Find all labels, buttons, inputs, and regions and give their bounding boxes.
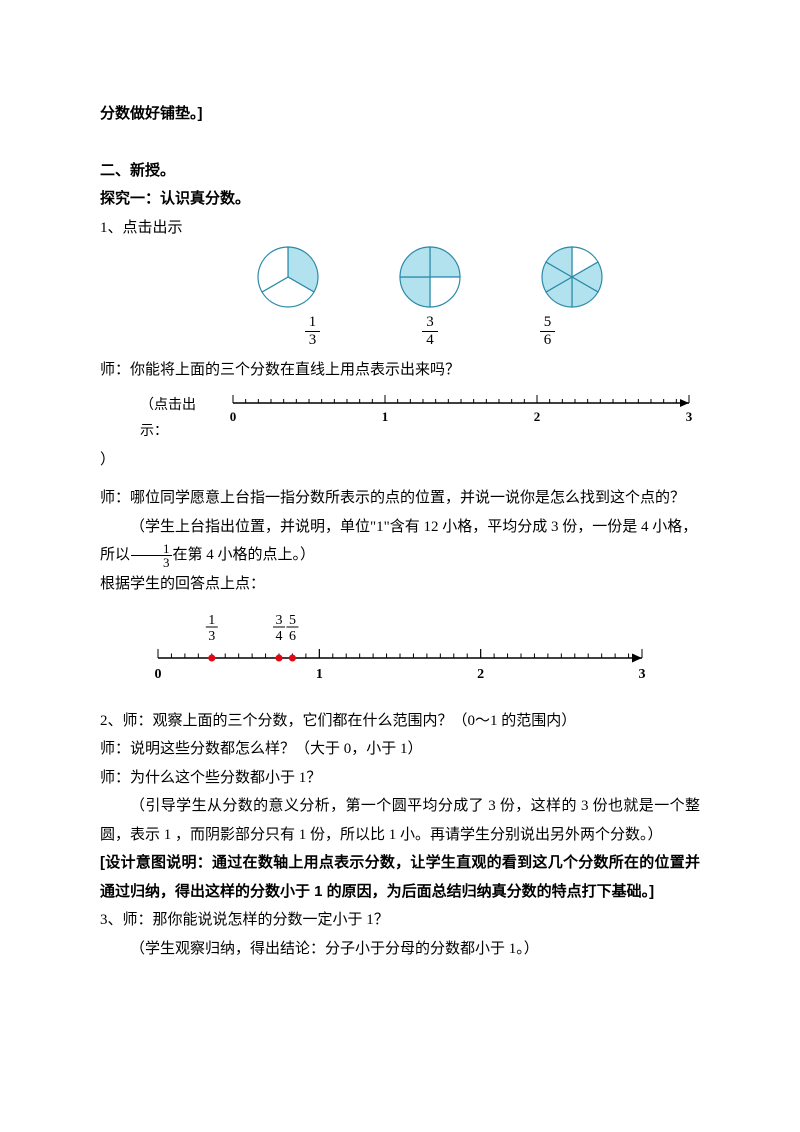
svg-text:0: 0 (155, 667, 162, 682)
pie-3-4-icon (399, 246, 461, 308)
inline-frac-1-3: 13 (131, 542, 172, 569)
numberline-2: 0123133456 (140, 606, 660, 684)
fraction-1-3: 1 3 (305, 314, 321, 348)
svg-text:2: 2 (477, 667, 484, 682)
circle-5-6 (541, 246, 603, 308)
item1-label: 1、点击出示 (100, 214, 183, 243)
circle-1-3 (257, 246, 319, 308)
svg-text:3: 3 (276, 613, 283, 628)
item3-a: 3、师：那你能说说怎样的分数一定小于 1？ (100, 906, 700, 935)
item2-c: 师：为什么这个些分数都小于 1？ (100, 764, 700, 793)
svg-text:0: 0 (230, 409, 237, 424)
teacher-q1: 师：你能将上面的三个分数在直线上用点表示出来吗？ (100, 356, 700, 385)
svg-text:3: 3 (686, 409, 693, 424)
svg-text:3: 3 (639, 667, 646, 682)
teacher-para1b: （学生上台指出位置，并说明，单位"1"含有 12 小格，平均分成 3 份，一份是… (100, 513, 700, 570)
nl-prefix: （点击出示： (100, 387, 223, 446)
svg-text:5: 5 (289, 613, 296, 628)
item3-b: （学生观察归纳，得出结论：分子小于分母的分数都小于 1。） (100, 935, 700, 964)
pie-1-3-icon (257, 246, 319, 308)
svg-text:6: 6 (289, 629, 296, 644)
teacher-para1a: 师：哪位同学愿意上台指一指分数所表示的点的位置，并说一说你是怎么找到这个点的？ (100, 484, 700, 513)
header-fragment: 分数做好铺垫。] (100, 100, 700, 129)
item2-a: 2、师：观察上面的三个分数，它们都在什么范围内？（0～1 的范围内） (100, 707, 700, 736)
design-note: [设计意图说明：通过在数轴上用点表示分数，让学生直观的看到这几个分数所在的位置并… (100, 849, 700, 906)
svg-text:1: 1 (316, 667, 323, 682)
teacher-para1c: 根据学生的回答点上点： (100, 570, 700, 599)
item2-d: （引导学生从分数的意义分析，第一个圆平均分成了 3 份，这样的 3 份也就是一个… (100, 792, 700, 849)
svg-text:1: 1 (208, 613, 215, 628)
pie-5-6-icon (541, 246, 603, 308)
item2-b: 师：说明这些分数都怎么样？（大于 0，小于 1） (100, 735, 700, 764)
fraction-3-4: 3 4 (422, 314, 438, 348)
svg-text:4: 4 (276, 629, 283, 644)
fractions-row: 1 3 3 4 5 6 (100, 314, 700, 348)
circle-3-4 (399, 246, 461, 308)
circles-row (100, 246, 700, 308)
svg-text:1: 1 (382, 409, 389, 424)
numberline-1: 0 1 2 3 (223, 387, 700, 429)
fraction-5-6: 5 6 (540, 314, 556, 348)
section-2-title: 二、新授。 (100, 157, 700, 186)
svg-text:3: 3 (208, 629, 215, 644)
nl-suffix: ） (100, 452, 115, 468)
numberline-1-container: （点击出示： 0 1 2 3 ） (100, 387, 700, 475)
numberline-2-container: 0123133456 (100, 606, 700, 695)
svg-text:2: 2 (534, 409, 541, 424)
explore-1-title: 探究一：认识真分数。 (100, 185, 700, 214)
